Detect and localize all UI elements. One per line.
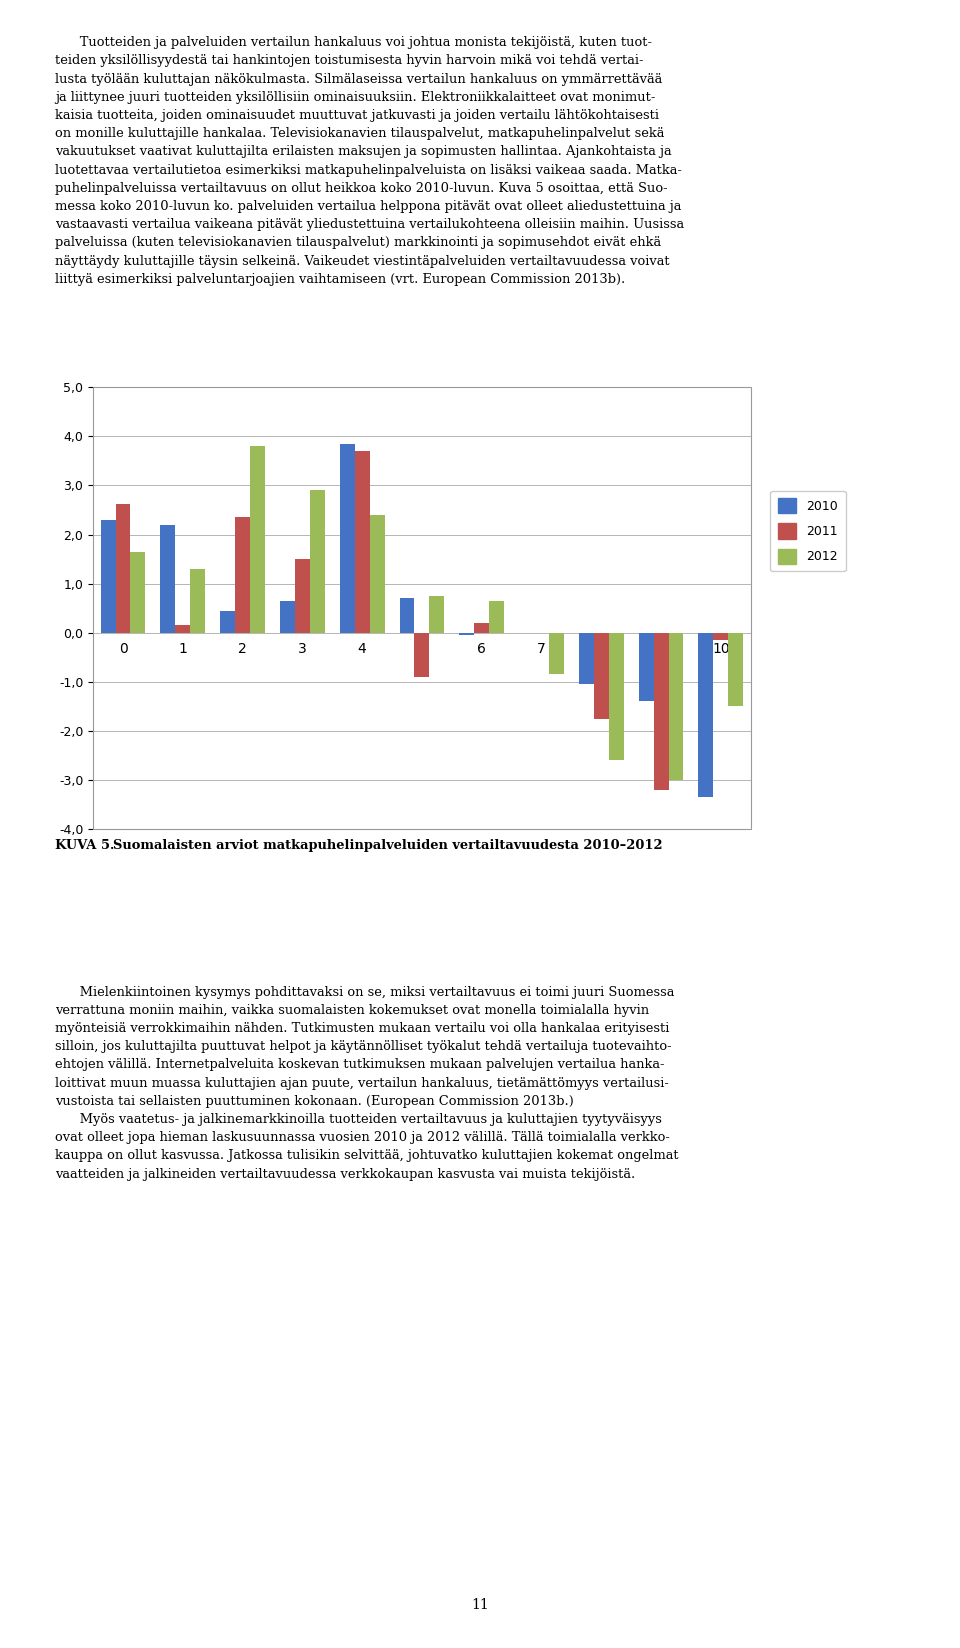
Bar bbox=[594, 633, 609, 719]
Bar bbox=[131, 552, 145, 633]
Bar bbox=[250, 447, 265, 633]
Bar bbox=[549, 633, 564, 674]
Bar bbox=[474, 623, 490, 633]
Bar bbox=[101, 519, 115, 633]
Bar bbox=[115, 504, 131, 633]
Bar bbox=[370, 514, 385, 633]
Bar bbox=[668, 633, 684, 780]
Text: Suomalaisten arviot matkapuhelinpalveluiden vertailtavuudesta 2010–2012: Suomalaisten arviot matkapuhelinpalvelui… bbox=[113, 839, 663, 852]
Bar bbox=[176, 625, 190, 633]
Bar bbox=[190, 569, 205, 633]
Bar bbox=[638, 633, 654, 702]
Bar bbox=[429, 597, 444, 633]
Bar bbox=[93, 387, 751, 829]
Bar bbox=[699, 633, 713, 798]
Bar bbox=[235, 517, 250, 633]
Bar bbox=[459, 633, 474, 634]
Bar bbox=[415, 633, 429, 677]
Bar bbox=[295, 559, 310, 633]
Bar bbox=[354, 452, 370, 633]
Bar bbox=[579, 633, 594, 684]
Bar bbox=[490, 602, 504, 633]
Bar bbox=[280, 602, 295, 633]
Text: KUVA 5.: KUVA 5. bbox=[55, 839, 114, 852]
Bar bbox=[654, 633, 668, 789]
Bar bbox=[160, 524, 176, 633]
Text: Tuotteiden ja palveluiden vertailun hankaluus voi johtua monista tekijöistä, kut: Tuotteiden ja palveluiden vertailun hank… bbox=[55, 36, 684, 285]
Text: Mielenkiintoinen kysymys pohdittavaksi on se, miksi vertailtavuus ei toimi juuri: Mielenkiintoinen kysymys pohdittavaksi o… bbox=[55, 986, 679, 1180]
Bar bbox=[729, 633, 743, 707]
Bar bbox=[310, 491, 324, 633]
Text: 11: 11 bbox=[471, 1599, 489, 1612]
Legend: 2010, 2011, 2012: 2010, 2011, 2012 bbox=[770, 491, 846, 572]
Bar bbox=[220, 610, 235, 633]
Bar bbox=[609, 633, 624, 760]
Bar bbox=[340, 443, 354, 633]
Bar bbox=[399, 598, 415, 633]
Bar bbox=[713, 633, 729, 639]
